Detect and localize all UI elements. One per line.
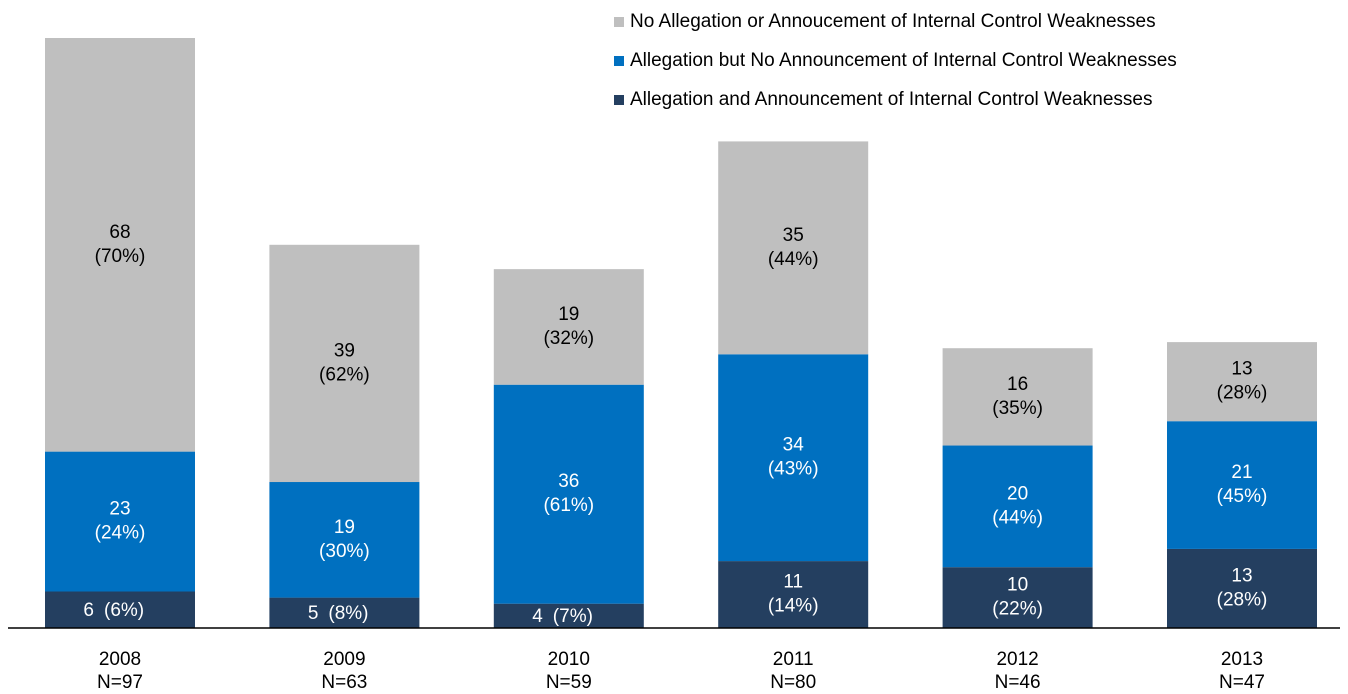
percent-label: (14%) — [768, 596, 819, 617]
bar-segment — [718, 561, 869, 628]
legend-swatch — [614, 95, 624, 105]
value-label: 13 — [1231, 359, 1252, 380]
value-label: 11 — [783, 572, 803, 593]
percent-label: (45%) — [1217, 486, 1268, 507]
x-tick-sublabel: N=59 — [546, 672, 592, 693]
x-tick-label: 2013 — [1221, 649, 1263, 670]
bar-segment — [45, 591, 195, 628]
value-label: 20 — [1007, 483, 1028, 504]
value-label: 6 — [83, 600, 94, 621]
legend-label: No Allegation or Annoucement of Internal… — [630, 11, 1156, 32]
percent-label: (70%) — [95, 246, 146, 267]
percent-label: (61%) — [543, 495, 594, 516]
bar-segment — [493, 603, 644, 628]
x-tick-sublabel: N=63 — [321, 672, 367, 693]
percent-label: (24%) — [95, 523, 146, 544]
x-tick-label: 2008 — [99, 649, 141, 670]
percent-label: (62%) — [319, 364, 370, 385]
percent-label: (44%) — [768, 249, 819, 270]
percent-label: (44%) — [992, 507, 1043, 528]
percent-label: (32%) — [543, 328, 594, 349]
percent-label: (30%) — [319, 541, 370, 562]
x-tick-label: 2012 — [996, 649, 1038, 670]
legend-label: Allegation and Announcement of Internal … — [630, 89, 1152, 110]
percent-label: (8%) — [328, 603, 368, 624]
bar-segment — [493, 269, 644, 385]
value-label: 23 — [109, 499, 130, 520]
x-tick-sublabel: N=80 — [770, 672, 816, 693]
value-label: 19 — [558, 304, 579, 325]
legend-swatch — [614, 17, 624, 27]
x-tick-sublabel: N=97 — [97, 672, 143, 693]
value-label: 4 — [532, 606, 543, 627]
x-tick-sublabel: N=47 — [1219, 672, 1265, 693]
percent-label: (28%) — [1217, 589, 1268, 610]
bar-segment — [718, 354, 869, 562]
bar-segment — [269, 482, 420, 598]
x-tick-label: 2011 — [773, 649, 814, 670]
percent-label: (28%) — [1217, 383, 1268, 404]
percent-label: (35%) — [992, 398, 1043, 419]
percent-label: (43%) — [768, 459, 819, 480]
bar-segment — [1167, 421, 1317, 549]
bar-segment — [493, 384, 644, 604]
legend-swatch — [614, 56, 624, 66]
value-label: 35 — [783, 225, 804, 246]
bar-segment — [45, 451, 195, 592]
percent-label: (6%) — [104, 600, 144, 621]
bar-segment — [942, 348, 1093, 446]
value-label: 19 — [334, 517, 355, 538]
x-tick-label: 2009 — [323, 649, 365, 670]
value-label: 10 — [1007, 575, 1028, 596]
legend-label: Allegation but No Announcement of Intern… — [630, 50, 1177, 71]
bar-segment — [942, 445, 1093, 568]
percent-label: (22%) — [992, 599, 1043, 620]
bar-segment — [269, 244, 420, 483]
bar-segment — [1167, 548, 1317, 628]
bar-segment — [269, 597, 420, 628]
value-label: 68 — [109, 222, 130, 243]
value-label: 36 — [558, 471, 579, 492]
bar-segment — [718, 141, 869, 355]
bar-segment — [1167, 342, 1317, 422]
x-tick-label: 2010 — [548, 649, 590, 670]
bar-segment — [45, 38, 195, 452]
value-label: 5 — [308, 603, 319, 624]
value-label: 39 — [334, 340, 355, 361]
x-tick-sublabel: N=46 — [995, 672, 1041, 693]
value-label: 34 — [783, 435, 805, 456]
bar-segment — [942, 567, 1093, 628]
value-label: 16 — [1007, 374, 1028, 395]
value-label: 13 — [1231, 565, 1252, 586]
percent-label: (7%) — [553, 606, 593, 627]
value-label: 21 — [1231, 462, 1252, 483]
